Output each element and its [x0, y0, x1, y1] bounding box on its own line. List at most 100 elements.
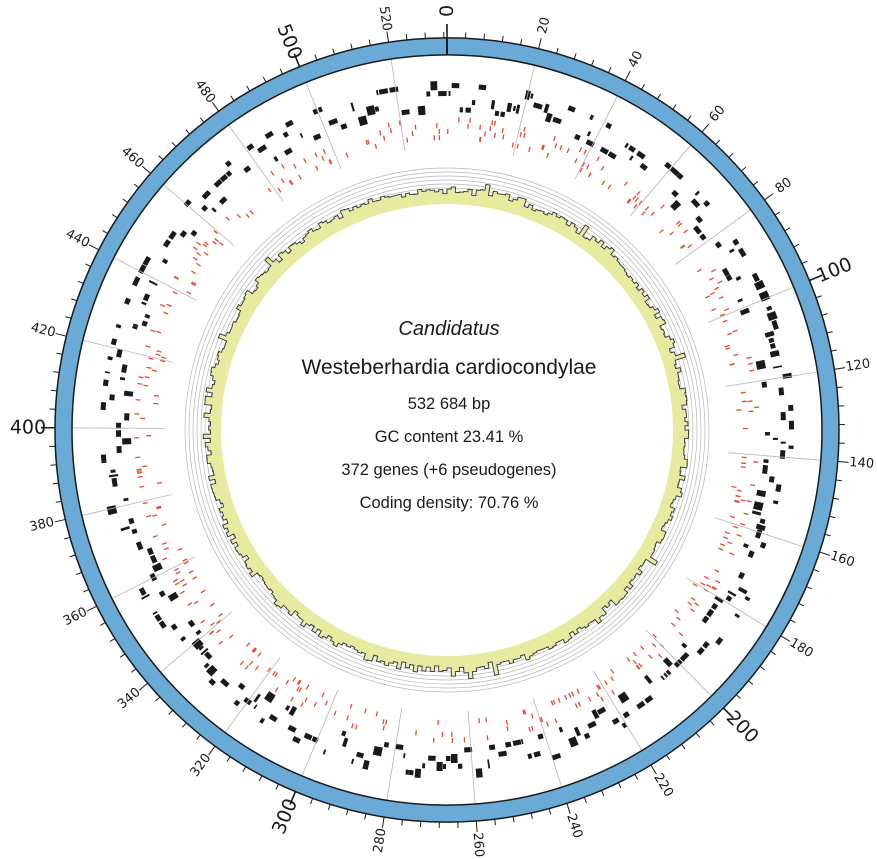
- scale-label-minor: 360: [61, 605, 90, 630]
- pseudogene-mark: [554, 718, 558, 724]
- scale-tick: [634, 773, 639, 780]
- pseudogene-mark: [753, 461, 759, 463]
- scale-label-minor: 180: [787, 635, 816, 661]
- scale-tick: [494, 819, 496, 826]
- pseudogene-mark: [254, 665, 260, 671]
- sector-lines: [72, 59, 821, 804]
- pseudogene-mark: [315, 165, 319, 171]
- pseudogene-mark: [267, 667, 272, 673]
- gene-block: [116, 348, 123, 358]
- gene-block: [253, 693, 261, 703]
- pseudogene-mark: [627, 198, 632, 204]
- gene-block: [758, 290, 771, 302]
- scale-tick: [246, 85, 251, 92]
- gene-block: [158, 590, 166, 598]
- scale-tick: [279, 68, 284, 75]
- pseudogene-mark: [733, 353, 739, 357]
- gene-block: [426, 91, 431, 97]
- pseudogene-mark: [136, 470, 142, 473]
- gene-block: [737, 247, 747, 258]
- scale-tick: [836, 386, 843, 389]
- pseudogene-mark: [636, 190, 641, 196]
- gene-block: [459, 107, 464, 113]
- pseudogene-mark: [364, 708, 367, 714]
- scale-tick: [650, 764, 657, 775]
- gene-block: [374, 106, 380, 112]
- pseudogene-mark: [229, 634, 234, 639]
- pseudogene-mark: [163, 311, 169, 315]
- pseudogene-mark: [288, 180, 293, 186]
- gene-block: [357, 115, 368, 127]
- sector-line: [532, 698, 563, 788]
- gene-block: [383, 741, 390, 748]
- gene-block: [187, 619, 196, 628]
- sector-line: [305, 82, 342, 169]
- gene-block: [206, 664, 218, 677]
- sector-line: [390, 59, 406, 152]
- gene-block: [768, 337, 775, 344]
- pseudogene-mark: [729, 552, 735, 556]
- pseudogene-mark: [552, 699, 556, 705]
- pseudogene-mark: [711, 308, 717, 312]
- center-info: Candidatus Westeberhardia cardiocondylae…: [302, 318, 597, 512]
- gene-block: [162, 239, 171, 248]
- gene-block: [771, 319, 779, 331]
- pseudogene-mark: [570, 691, 575, 697]
- sector-line: [512, 65, 536, 156]
- scale-tick: [830, 349, 837, 352]
- gene-block: [149, 572, 158, 582]
- scale-tick: [813, 568, 820, 573]
- pseudogene-mark: [218, 612, 223, 618]
- gene-block: [599, 146, 609, 155]
- scale-tick: [364, 813, 367, 820]
- sector-line: [675, 209, 751, 265]
- scale-tick: [789, 619, 796, 624]
- gene-block: [574, 133, 581, 141]
- scale-tick: [809, 274, 823, 282]
- gene-block: [151, 562, 163, 573]
- scale-tick: [826, 331, 833, 334]
- pseudogene-mark: [204, 241, 209, 246]
- gc-grid-ring: [184, 167, 710, 693]
- pseudogene-mark: [179, 590, 185, 595]
- pseudogene-mark: [479, 124, 482, 130]
- pseudogene-mark: [690, 597, 696, 601]
- pseudogene-mark: [214, 238, 220, 243]
- scale-tick: [832, 497, 840, 500]
- pseudogene-mark: [156, 350, 162, 353]
- pseudogene-mark: [600, 696, 604, 702]
- gene-block: [128, 517, 135, 525]
- pseudogene-mark: [660, 204, 665, 209]
- gene-block: [365, 105, 376, 116]
- sector-line: [707, 286, 794, 323]
- scale-tick: [102, 230, 108, 235]
- gene-block: [264, 130, 274, 140]
- pseudogene-mark: [511, 142, 515, 148]
- gene-block: [788, 420, 794, 430]
- pseudogene-mark: [245, 213, 250, 219]
- scale-tick: [141, 165, 151, 174]
- pseudogene-mark: [196, 251, 201, 256]
- pseudogene-mark: [546, 152, 550, 158]
- gene-block: [607, 151, 617, 160]
- pseudogene-mark: [218, 241, 224, 247]
- gene-block: [527, 753, 533, 760]
- pseudogene-mark: [164, 547, 170, 551]
- pseudogene-mark: [389, 128, 393, 134]
- pseudogene-mark: [136, 468, 142, 471]
- scale-tick: [155, 696, 161, 702]
- gene-block: [753, 279, 766, 291]
- pseudogene-mark: [245, 642, 251, 647]
- pseudogene-mark: [138, 376, 144, 379]
- gene-block: [756, 489, 767, 498]
- scale-tick: [672, 104, 677, 110]
- scale-tick: [837, 461, 849, 463]
- gene-block: [350, 758, 355, 764]
- scale-tick: [819, 551, 831, 556]
- gene-block: [179, 230, 188, 238]
- scale-label-minor: 480: [191, 77, 218, 106]
- gene-block: [132, 325, 138, 330]
- sector-line: [163, 184, 235, 246]
- pseudogene-mark: [557, 697, 561, 703]
- scale-label-minor: 260: [470, 832, 487, 858]
